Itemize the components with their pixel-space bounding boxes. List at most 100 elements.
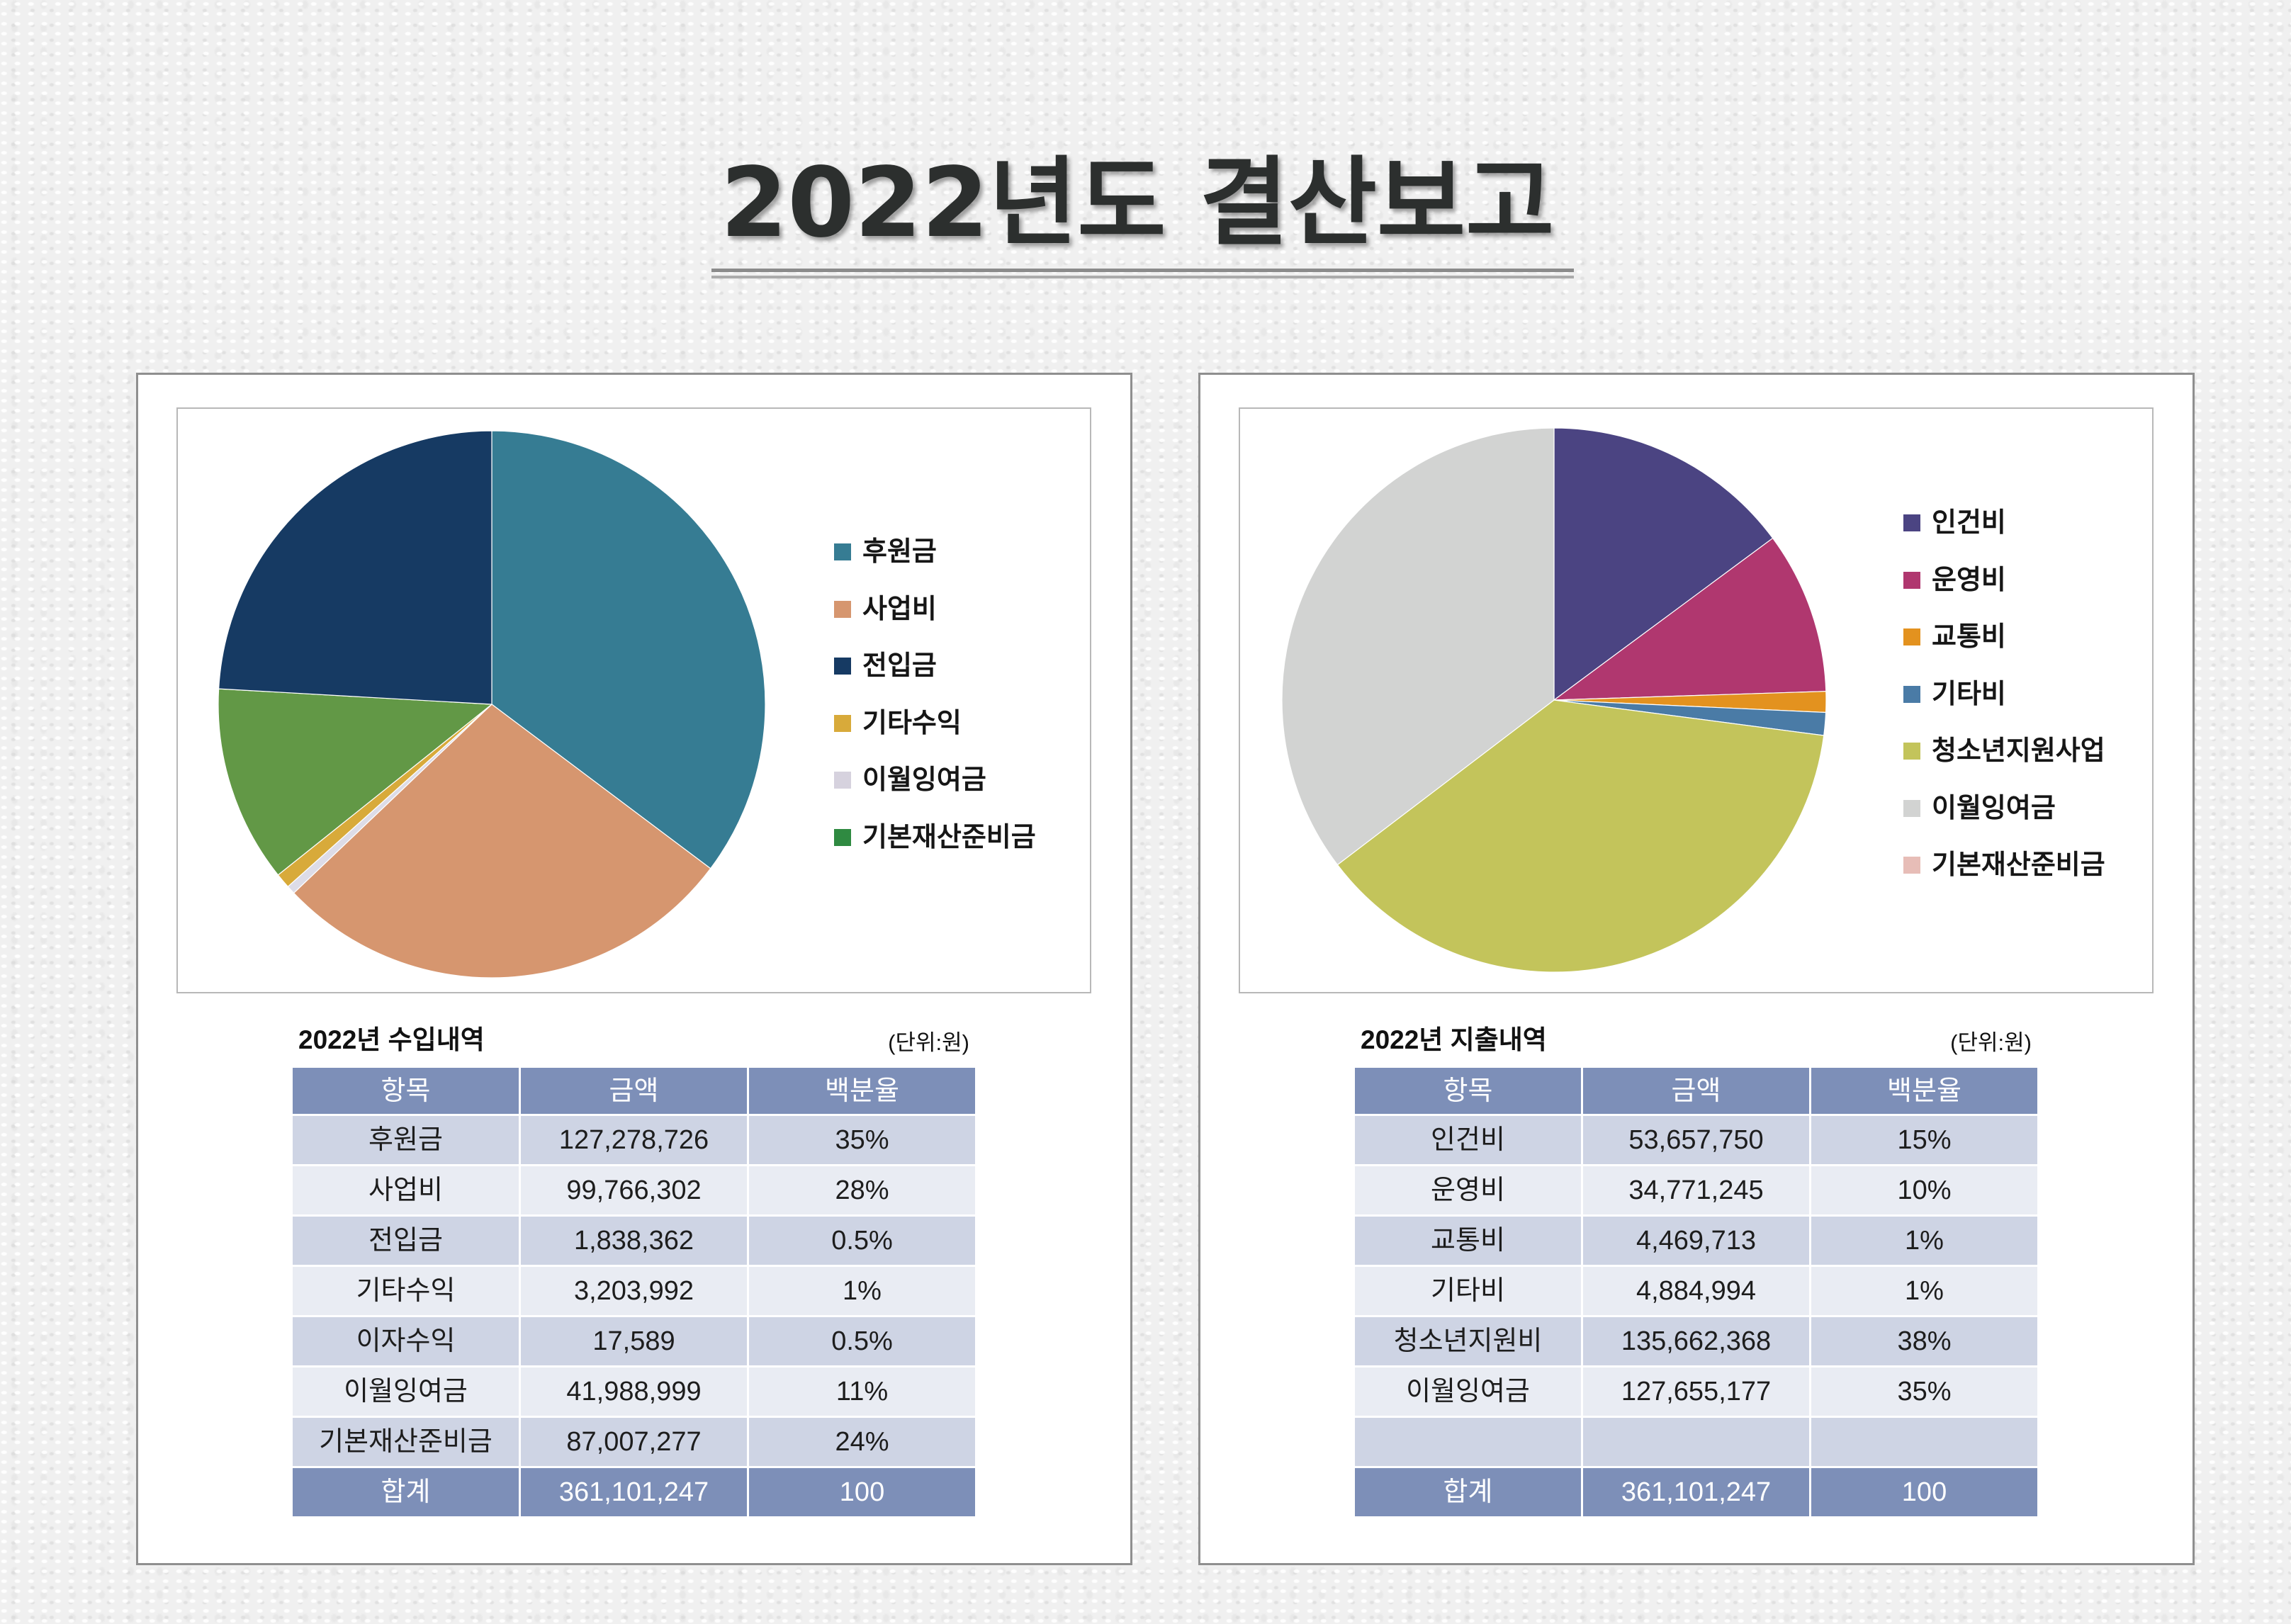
table-cell-item: 후원금: [293, 1116, 519, 1164]
expense-table-unit: (단위:원): [1950, 1030, 2032, 1055]
income-legend: 후원금 사업비 전입금 기타수익 이월잉여금: [834, 524, 1036, 866]
table-total-percent: 100: [749, 1468, 975, 1516]
table-cell-amount: 127,655,177: [1583, 1368, 1809, 1416]
table-cell-amount: 34,771,245: [1583, 1166, 1809, 1214]
legend-item: 인건비: [1903, 495, 2105, 552]
expense-table: 항목 금액 백분율 인건비 53,657,750 15% 운영비 34,771,…: [1355, 1068, 2037, 1516]
table-cell-item: [1355, 1418, 1581, 1466]
legend-item: 전입금: [834, 638, 1036, 695]
legend-swatch: [834, 543, 851, 561]
legend-swatch: [1903, 628, 1920, 646]
legend-item: 기타비: [1903, 666, 2105, 723]
legend-label: 후원금: [862, 537, 937, 568]
legend-label: 이월잉여금: [862, 765, 986, 796]
legend-swatch: [1903, 571, 1920, 589]
table-cell-amount: 4,884,994: [1583, 1267, 1809, 1315]
table-cell-amount: 3,203,992: [521, 1267, 747, 1315]
title-underline-secondary: [711, 276, 1574, 278]
title-underline: [711, 269, 1574, 272]
expense-pie-slice-1: [1553, 427, 1774, 701]
table-cell-amount: 127,278,726: [521, 1116, 747, 1164]
expense-pie-chart: [1281, 427, 1827, 973]
table-cell-item: 기타수익: [293, 1267, 519, 1315]
legend-label: 사업비: [862, 594, 937, 624]
table-header-amount: 금액: [521, 1068, 747, 1114]
legend-label: 청소년지원사업: [1932, 736, 2105, 767]
legend-swatch: [1903, 685, 1920, 703]
table-cell-item: 이월잉여금: [1355, 1368, 1581, 1416]
table-cell-percent: 0.5%: [749, 1217, 975, 1265]
table-cell-amount: [1583, 1418, 1809, 1466]
table-cell-percent: 10%: [1811, 1166, 2037, 1214]
expense-pie-slice-5: [1336, 699, 1825, 973]
income-table: 항목 금액 백분율 후원금 127,278,726 35% 사업비 99,766…: [293, 1068, 975, 1516]
legend-swatch: [834, 658, 851, 675]
expense-legend: 인건비 운영비 교통비 기타비 청소년지원사업: [1903, 495, 2105, 894]
legend-item: 이월잉여금: [1903, 780, 2105, 838]
legend-item: 사업비: [834, 581, 1036, 638]
legend-label: 인건비: [1932, 508, 2006, 538]
expense-panel: 인건비 운영비 교통비 기타비 청소년지원사업: [1198, 373, 2195, 1565]
income-pie-slice-2: [293, 704, 711, 979]
legend-label: 운영비: [1932, 565, 2006, 595]
legend-label: 기본재산준비금: [862, 822, 1036, 852]
legend-swatch: [834, 772, 851, 789]
legend-label: 기본재산준비금: [1932, 850, 2105, 881]
table-cell-item: 이월잉여금: [293, 1368, 519, 1416]
legend-item: 기타수익: [834, 695, 1036, 752]
legend-label: 기타비: [1932, 679, 2006, 709]
table-cell-item: 기본재산준비금: [293, 1418, 519, 1466]
legend-swatch: [834, 828, 851, 846]
table-header-item: 항목: [293, 1068, 519, 1114]
legend-label: 전입금: [862, 651, 937, 682]
table-header-percent: 백분율: [1811, 1068, 2037, 1114]
table-cell-item: 인건비: [1355, 1116, 1581, 1164]
legend-item: 이월잉여금: [834, 752, 1036, 809]
table-cell-percent: 24%: [749, 1418, 975, 1466]
table-total-amount: 361,101,247: [1583, 1468, 1809, 1516]
table-total-item: 합계: [293, 1468, 519, 1516]
income-panel: 후원금 사업비 전입금 기타수익 이월잉여금: [136, 373, 1132, 1565]
legend-item: 후원금: [834, 524, 1036, 581]
legend-item: 운영비: [1903, 552, 2105, 609]
table-cell-amount: 87,007,277: [521, 1418, 747, 1466]
table-cell-percent: 1%: [749, 1267, 975, 1315]
legend-item: 교통비: [1903, 609, 2105, 666]
table-cell-percent: 1%: [1811, 1217, 2037, 1265]
table-cell-amount: 1,838,362: [521, 1217, 747, 1265]
table-header-amount: 금액: [1583, 1068, 1809, 1114]
table-cell-item: 청소년지원비: [1355, 1317, 1581, 1365]
table-cell-amount: 41,988,999: [521, 1368, 747, 1416]
table-cell-percent: 15%: [1811, 1116, 2037, 1164]
legend-label: 이월잉여금: [1932, 793, 2056, 823]
table-cell-amount: 17,589: [521, 1317, 747, 1365]
table-header-percent: 백분율: [749, 1068, 975, 1114]
legend-swatch: [834, 600, 851, 618]
legend-swatch: [834, 714, 851, 732]
expense-pie-slice-2: [1553, 537, 1827, 701]
legend-swatch: [1903, 743, 1920, 760]
table-cell-item: 기타비: [1355, 1267, 1581, 1315]
table-total-percent: 100: [1811, 1468, 2037, 1516]
legend-label: 교통비: [1932, 622, 2006, 653]
income-pie-slice-1: [491, 430, 766, 869]
expense-pie-slice-6: [1281, 427, 1555, 866]
income-pie-slice-6: [218, 430, 492, 705]
expense-table-title: 2022년 지출내역: [1361, 1025, 1547, 1054]
table-total-amount: 361,101,247: [521, 1468, 747, 1516]
table-cell-percent: 38%: [1811, 1317, 2037, 1365]
table-cell-percent: 1%: [1811, 1267, 2037, 1315]
expense-chart: 인건비 운영비 교통비 기타비 청소년지원사업: [1239, 407, 2154, 993]
legend-swatch: [1903, 799, 1920, 817]
income-pie-chart: [218, 430, 766, 979]
legend-item: 청소년지원사업: [1903, 723, 2105, 780]
legend-swatch: [1903, 514, 1920, 532]
table-cell-amount: 99,766,302: [521, 1166, 747, 1214]
table-cell-item: 전입금: [293, 1217, 519, 1265]
table-header-item: 항목: [1355, 1068, 1581, 1114]
table-cell-item: 이자수익: [293, 1317, 519, 1365]
income-table-title: 2022년 수입내역: [298, 1025, 485, 1054]
table-cell-item: 사업비: [293, 1166, 519, 1214]
table-cell-percent: 35%: [749, 1116, 975, 1164]
